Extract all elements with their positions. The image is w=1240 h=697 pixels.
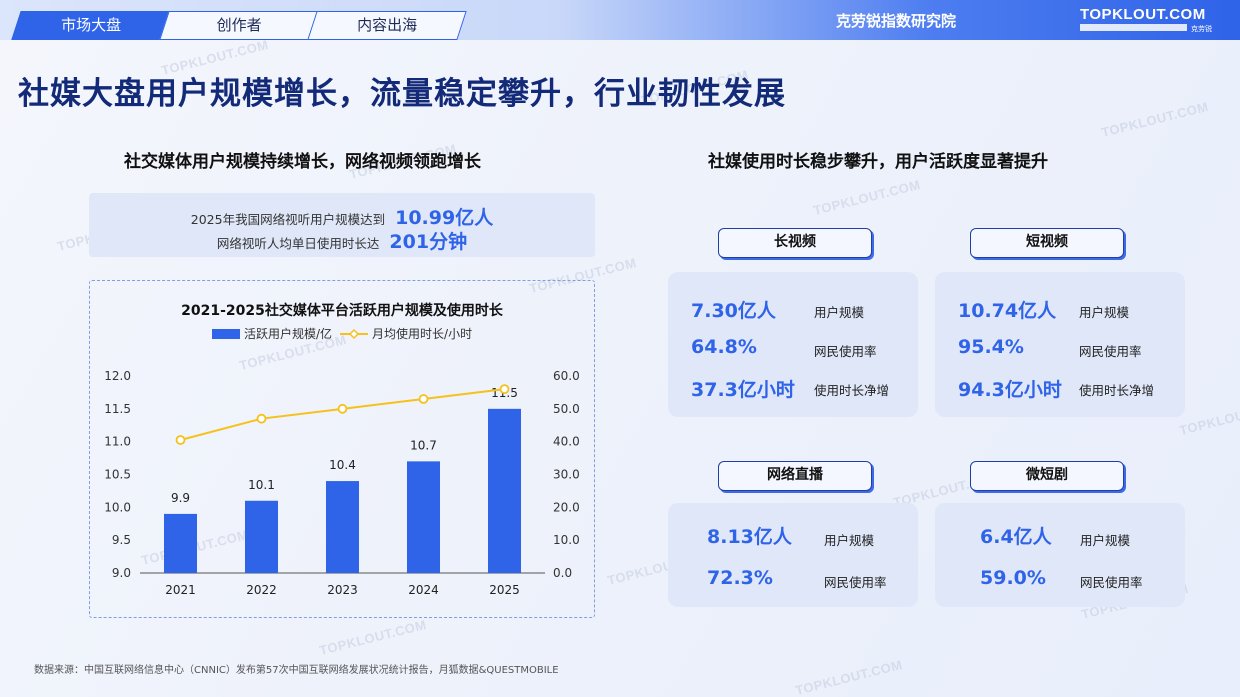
metric: 6.4亿人 (980, 522, 1052, 549)
chart-bar (164, 513, 197, 573)
y-right-tick-label: 0.0 (553, 566, 572, 580)
y-right-tick-label: 30.0 (553, 468, 580, 482)
metric-value: 10.74亿人 (958, 300, 1057, 322)
page-title: 社媒大盘用户规模增长，流量稳定攀升，行业韧性发展 (18, 76, 786, 112)
line-point (175, 435, 186, 445)
metric-value: 72.3% (707, 567, 773, 589)
line-point (499, 384, 510, 395)
metric-label: 网民使用率 (1079, 344, 1142, 359)
metric-label: 网民使用率 (1080, 575, 1143, 590)
metric: 37.3亿小时 (691, 375, 795, 402)
y-right-tick-label: 40.0 (553, 435, 580, 449)
info-value: 201分钟 (389, 231, 468, 253)
legend-label: 活跃用户规模/亿 (244, 327, 333, 341)
metric: 10.74亿人 (958, 296, 1056, 323)
metric: 59.0% (980, 567, 1046, 589)
metric-value: 59.0% (980, 567, 1046, 589)
chart-bar (326, 481, 359, 573)
category-pill-short-video: 短视频 (970, 228, 1124, 258)
panel-card-short-video (935, 272, 1185, 417)
metric-label: 用户规模 (814, 305, 865, 320)
info-text: 2025年我国网络视听用户规模达到 (190, 212, 386, 227)
y-right-tick-label: 20.0 (553, 500, 580, 514)
bar-data-label: 9.9 (171, 491, 190, 505)
chart-bar (407, 461, 440, 573)
y-left-tick-label: 10.0 (104, 500, 131, 514)
left-subtitle: 社交媒体用户规模持续增长，网络视频领跑增长 (124, 152, 481, 172)
bar-data-label: 10.4 (329, 458, 356, 472)
chart-title: 2021-2025社交媒体平台活跃用户规模及使用时长 (181, 303, 503, 319)
brand-logo: TOPKLOUT.COM 克劳锐 (1080, 6, 1212, 36)
line-point (418, 394, 429, 404)
chart-bar (245, 500, 278, 573)
metric-label: 使用时长净增 (1079, 383, 1155, 398)
metric: 94.3亿小时 (958, 375, 1062, 402)
chart-bar (488, 408, 521, 573)
metric-label: 网民使用率 (814, 344, 877, 359)
x-tick-label: 2023 (327, 583, 358, 597)
metric-label: 使用时长净增 (814, 383, 890, 398)
x-tick-label: 2025 (489, 583, 520, 597)
info-text: 网络视听人均单日使用时长达 (216, 236, 380, 251)
bar-data-label: 10.7 (410, 438, 437, 452)
y-left-tick-label: 10.5 (104, 468, 131, 482)
metric: 72.3% (707, 567, 773, 589)
brand-logo-sub-text: 克劳锐 (1191, 25, 1212, 33)
x-tick-label: 2024 (408, 583, 439, 597)
data-source-note: 数据来源：中国互联网络信息中心（CNNIC）发布第57次中国互联网络发展状况统计… (34, 665, 559, 676)
metric-value: 8.13亿人 (707, 526, 792, 548)
metric: 95.4% (958, 336, 1024, 358)
right-subtitle: 社媒使用时长稳步攀升，用户活跃度显著提升 (708, 152, 1048, 172)
line-series (180, 388, 505, 441)
info-value: 10.99亿人 (395, 207, 494, 229)
panel-card-long-video (668, 272, 918, 417)
y-left-tick-label: 11.5 (104, 402, 131, 416)
line-point (337, 403, 348, 414)
legend-swatch-line (340, 328, 369, 339)
brand-name: 克劳锐指数研究院 (836, 12, 957, 30)
panel-card-micro-drama (935, 503, 1185, 607)
panel-card-live-stream (668, 503, 918, 607)
metric-value: 37.3亿小时 (691, 379, 795, 401)
metric-value: 95.4% (958, 336, 1024, 358)
y-right-tick-label: 50.0 (553, 402, 580, 416)
metric: 8.13亿人 (707, 522, 792, 549)
bar-data-label: 10.1 (248, 478, 275, 492)
line-point (256, 413, 267, 424)
metric-label: 网民使用率 (824, 575, 887, 590)
y-left-tick-label: 9.5 (112, 533, 131, 547)
brand-logo-text: TOPKLOUT.COM (1080, 6, 1206, 23)
x-tick-label: 2021 (165, 583, 196, 597)
highlight-info-box: 2025年我国网络视听用户规模达到 10.99亿人 网络视听人均单日使用时长达 … (89, 193, 595, 257)
metric: 7.30亿人 (691, 296, 776, 323)
legend-swatch-bar (212, 328, 240, 339)
category-pill-micro-drama: 微短剧 (970, 461, 1124, 491)
metric-label: 用户规模 (1080, 533, 1131, 548)
legend-label: 月均使用时长/小时 (372, 327, 473, 341)
metric-value: 6.4亿人 (980, 526, 1052, 548)
chart-frame (89, 280, 595, 618)
brand-logo-sub: 克劳锐 (1080, 24, 1212, 34)
category-pill-live-stream: 网络直播 (718, 461, 872, 491)
metric: 64.8% (691, 336, 757, 358)
metric-label: 用户规模 (1079, 305, 1130, 320)
metric-value: 94.3亿小时 (958, 379, 1062, 401)
metric-value: 7.30亿人 (691, 300, 776, 322)
y-left-tick-label: 11.0 (104, 435, 131, 449)
y-left-tick-label: 9.0 (112, 566, 131, 580)
x-tick-label: 2022 (246, 583, 277, 597)
y-left-tick-label: 12.0 (104, 369, 131, 383)
y-right-tick-label: 60.0 (553, 369, 580, 383)
info-line: 2025年我国网络视听用户规模达到 10.99亿人 (89, 203, 595, 230)
metric-value: 64.8% (691, 336, 757, 358)
chart-legend: 活跃用户规模/亿 月均使用时长/小时 (212, 325, 472, 342)
category-pill-long-video: 长视频 (718, 228, 872, 258)
info-line: 网络视听人均单日使用时长达 201分钟 (89, 227, 595, 254)
y-right-tick-label: 10.0 (553, 533, 580, 547)
metric-label: 用户规模 (824, 533, 875, 548)
